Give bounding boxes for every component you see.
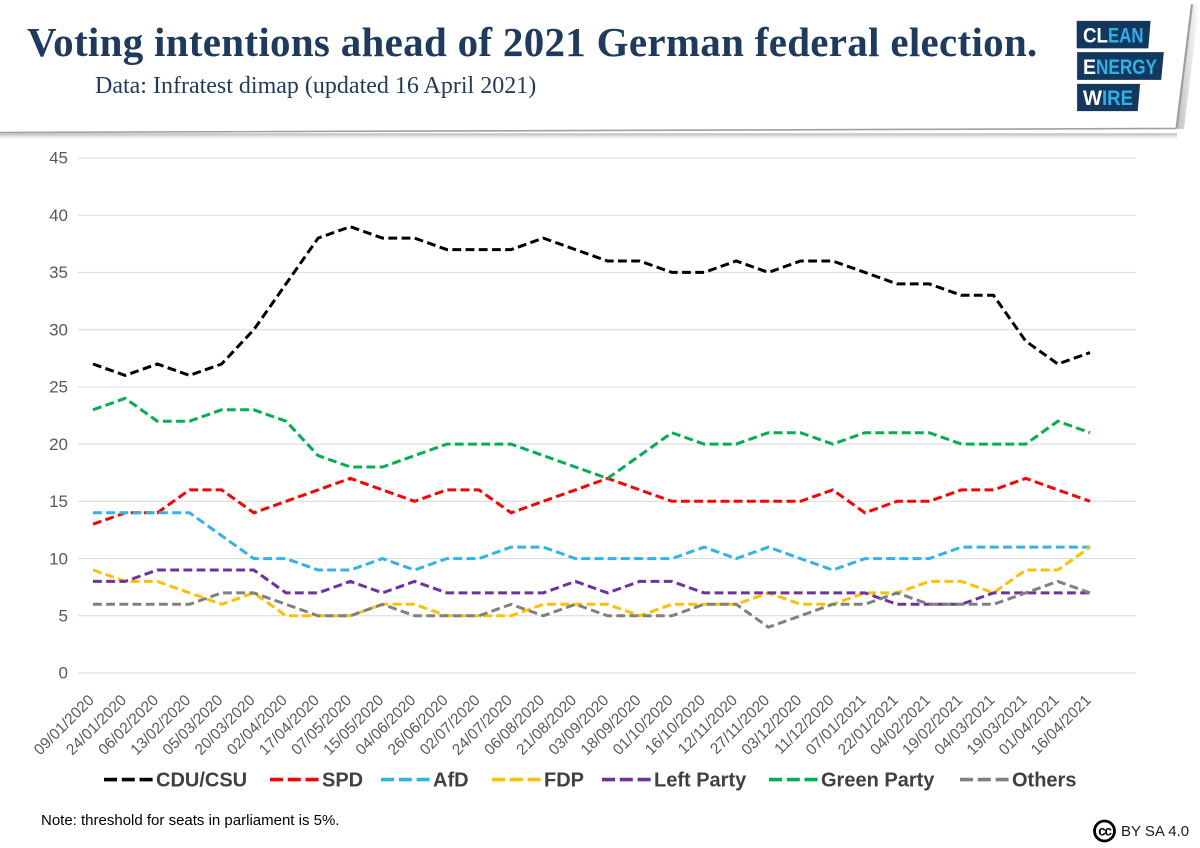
svg-text:CL: CL (1083, 23, 1108, 47)
svg-text:IRE: IRE (1102, 86, 1133, 110)
svg-text:FDP: FDP (544, 770, 584, 792)
svg-text:25: 25 (49, 378, 68, 397)
svg-text:10: 10 (49, 549, 68, 568)
svg-text:35: 35 (49, 263, 68, 282)
svg-text:20: 20 (49, 435, 68, 454)
svg-text:Left Party: Left Party (654, 770, 747, 792)
svg-text:Others: Others (1012, 770, 1076, 792)
svg-text:5: 5 (59, 607, 68, 626)
svg-text:Green Party: Green Party (821, 770, 935, 792)
svg-text:15: 15 (49, 492, 68, 511)
svg-text:W: W (1083, 86, 1103, 110)
svg-text:0: 0 (59, 664, 68, 683)
svg-text:NERGY: NERGY (1096, 55, 1157, 79)
svg-text:SPD: SPD (322, 770, 363, 792)
svg-text:45: 45 (49, 149, 68, 168)
svg-text:40: 40 (49, 206, 68, 225)
svg-text:EAN: EAN (1108, 23, 1144, 47)
svg-text:BY SA 4.0: BY SA 4.0 (1121, 823, 1189, 840)
svg-text:E: E (1083, 55, 1096, 79)
svg-text:CDU/CSU: CDU/CSU (156, 770, 247, 792)
svg-text:AfD: AfD (433, 770, 469, 792)
svg-text:cc: cc (1098, 823, 1112, 838)
svg-text:30: 30 (49, 320, 68, 339)
